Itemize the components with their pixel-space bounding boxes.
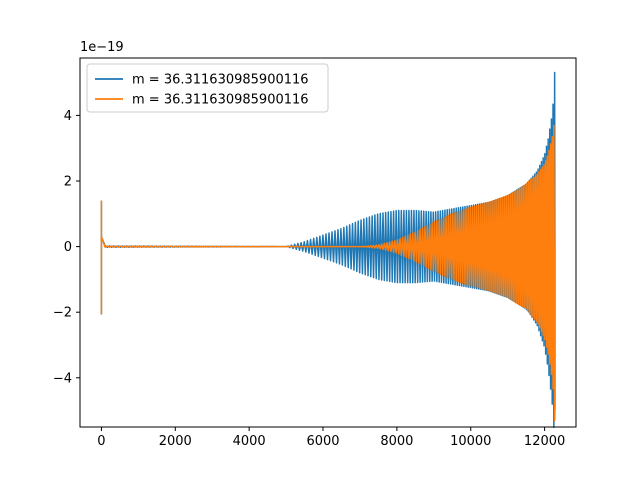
x-tick-label: 10000 xyxy=(450,434,491,449)
plot-area xyxy=(100,71,556,429)
y-tick-label: 2 xyxy=(64,175,72,190)
axes-frame xyxy=(79,57,577,428)
y-tick-label: 4 xyxy=(64,109,72,124)
legend: m = 36.311630985900116 m = 36.31163098590… xyxy=(86,63,329,113)
x-tick-label: 8000 xyxy=(380,434,413,449)
legend-label: m = 36.311630985900116 xyxy=(132,73,309,88)
legend-label: m = 36.311630985900116 xyxy=(132,93,309,108)
series-line xyxy=(100,124,556,422)
x-tick-label: 0 xyxy=(97,434,105,449)
x-tick-label: 6000 xyxy=(306,434,339,449)
y-tick-label: 0 xyxy=(64,240,72,255)
x-tick-label: 12000 xyxy=(524,434,565,449)
y-axis: −4 −2 0 2 4 xyxy=(53,109,80,386)
y-tick-label: −2 xyxy=(53,306,72,321)
y-tick-label: −4 xyxy=(53,371,72,386)
y-offset-label: 1e−19 xyxy=(80,40,124,55)
x-axis: 0 2000 4000 6000 8000 10000 12000 xyxy=(97,427,565,449)
x-tick-label: 2000 xyxy=(159,434,192,449)
legend-box xyxy=(86,63,329,113)
x-tick-label: 4000 xyxy=(233,434,266,449)
